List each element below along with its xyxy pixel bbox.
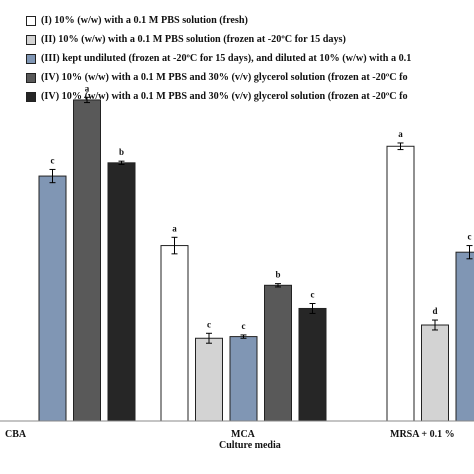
legend-item: (II) 10% (w/w) with a 0.1 M PBS solution… [26,30,474,49]
chart-legend: (I) 10% (w/w) with a 0.1 M PBS solution … [26,11,474,106]
bar [38,175,67,422]
bar-significance-label: c [51,155,55,165]
bar-significance-label: c [311,289,315,299]
bar-significance-label: a [172,223,177,233]
x-tick-label-cba: CBA [5,429,27,440]
legend-item: (IV) 10% (w/w) with a 0.1 M PBS and 30% … [26,87,474,106]
bar [386,145,415,422]
legend-label: (II) 10% (w/w) with a 0.1 M PBS solution… [41,34,346,45]
legend-swatch [26,15,36,26]
bar-significance-label: b [275,270,280,280]
x-tick-label-mrsa: MRSA + 0.1 % [390,429,455,440]
bar [160,245,189,422]
bar [455,251,474,422]
bar [421,324,449,422]
legend-item: (IV) 10% (w/w) with a 0.1 M PBS and 30% … [26,68,474,87]
x-axis-title: Culture media [219,440,281,451]
x-tick-label-mca: MCA [231,429,256,440]
legend-item: (I) 10% (w/w) with a 0.1 M PBS solution … [26,11,474,30]
legend-label: (IV) 10% (w/w) with a 0.1 M PBS and 30% … [41,91,408,102]
legend-swatch [26,34,36,45]
legend-swatch [26,91,36,102]
bar-significance-label: d [432,306,437,316]
bar [229,336,258,422]
bar [73,99,101,422]
bar-significance-label: c [242,321,246,331]
legend-item: (III) kept undiluted (frozen at -20ºC fo… [26,49,474,68]
legend-swatch [26,53,36,64]
bars-layer: a a c d c c c a b b c [38,83,474,422]
bar-significance-label: b [119,147,124,157]
bar-significance-label: a [85,83,90,93]
bar-significance-label: a [398,129,403,139]
bar [107,162,136,422]
bar-significance-label: c [207,319,211,329]
bar [264,284,292,422]
legend-label: (IV) 10% (w/w) with a 0.1 M PBS and 30% … [41,72,408,83]
bar [195,337,223,422]
bar-significance-label: c [468,232,472,242]
legend-swatch [26,72,36,83]
bar [298,307,327,422]
legend-label: (I) 10% (w/w) with a 0.1 M PBS solution … [41,15,248,26]
legend-label: (III) kept undiluted (frozen at -20ºC fo… [41,53,412,64]
